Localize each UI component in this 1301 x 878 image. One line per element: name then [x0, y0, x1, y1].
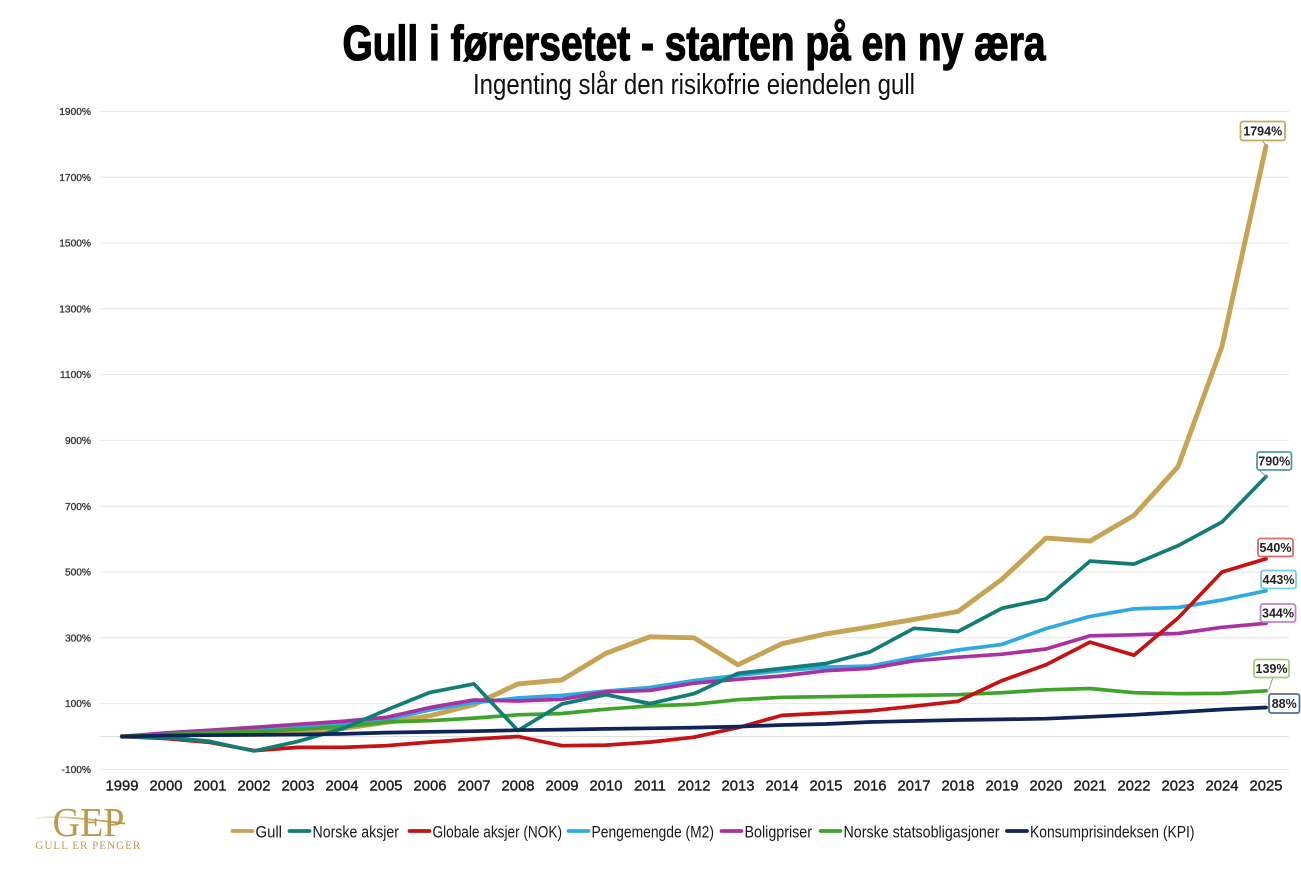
- svg-text:2010: 2010: [590, 779, 623, 795]
- svg-text:2017: 2017: [898, 779, 931, 795]
- svg-text:540%: 540%: [1260, 541, 1292, 555]
- svg-text:Gull i førersetet - starten på: Gull i førersetet - starten på en ny æra: [343, 17, 1047, 71]
- svg-text:88%: 88%: [1272, 697, 1297, 711]
- svg-text:2014: 2014: [766, 779, 799, 795]
- svg-text:2005: 2005: [370, 779, 403, 795]
- svg-text:500%: 500%: [65, 568, 91, 579]
- svg-text:Gull: Gull: [256, 823, 283, 842]
- svg-text:2008: 2008: [502, 779, 535, 795]
- svg-text:2022: 2022: [1118, 779, 1151, 795]
- svg-text:1300%: 1300%: [59, 304, 91, 315]
- svg-text:2023: 2023: [1162, 779, 1195, 795]
- svg-text:2025: 2025: [1250, 779, 1283, 795]
- svg-text:2011: 2011: [634, 779, 666, 795]
- svg-text:2012: 2012: [678, 779, 711, 795]
- svg-text:790%: 790%: [1258, 454, 1290, 468]
- svg-text:300%: 300%: [65, 633, 91, 644]
- svg-text:2015: 2015: [810, 779, 843, 795]
- svg-text:Norske aksjer: Norske aksjer: [313, 823, 400, 842]
- svg-text:2006: 2006: [414, 779, 447, 795]
- svg-text:-100%: -100%: [62, 765, 91, 776]
- svg-text:2024: 2024: [1206, 779, 1239, 795]
- svg-text:700%: 700%: [65, 502, 91, 513]
- svg-text:2020: 2020: [1030, 779, 1063, 795]
- svg-text:2016: 2016: [854, 779, 887, 795]
- svg-text:2009: 2009: [546, 779, 579, 795]
- svg-text:443%: 443%: [1263, 573, 1295, 587]
- svg-text:2003: 2003: [282, 779, 315, 795]
- svg-text:139%: 139%: [1256, 662, 1288, 676]
- svg-text:GULL ER PENGER: GULL ER PENGER: [35, 838, 141, 852]
- svg-text:1100%: 1100%: [60, 370, 91, 381]
- svg-text:Ingenting slår den risikofrie: Ingenting slår den risikofrie eiendelen …: [473, 69, 915, 101]
- svg-text:1700%: 1700%: [59, 173, 91, 184]
- svg-text:2007: 2007: [458, 779, 491, 795]
- svg-text:2018: 2018: [942, 779, 975, 795]
- svg-text:1999: 1999: [106, 779, 139, 795]
- svg-text:1900%: 1900%: [59, 107, 91, 118]
- svg-text:2004: 2004: [326, 779, 359, 795]
- svg-text:100%: 100%: [65, 699, 91, 710]
- svg-text:2021: 2021: [1074, 779, 1107, 795]
- svg-text:Pengemengde (M2): Pengemengde (M2): [592, 823, 715, 842]
- svg-text:Norske statsobligasjoner: Norske statsobligasjoner: [844, 823, 1000, 842]
- svg-text:Boligpriser: Boligpriser: [745, 823, 813, 842]
- svg-text:2000: 2000: [150, 779, 183, 795]
- svg-text:Globale aksjer (NOK): Globale aksjer (NOK): [433, 823, 563, 842]
- svg-text:1500%: 1500%: [59, 239, 91, 250]
- svg-text:2019: 2019: [986, 779, 1019, 795]
- svg-text:2001: 2001: [194, 779, 227, 795]
- svg-text:2002: 2002: [238, 779, 271, 795]
- svg-text:Konsumprisindeksen (KPI): Konsumprisindeksen (KPI): [1030, 823, 1195, 842]
- svg-text:2013: 2013: [722, 779, 755, 795]
- svg-text:1794%: 1794%: [1243, 124, 1282, 138]
- svg-text:344%: 344%: [1262, 606, 1294, 620]
- svg-text:900%: 900%: [65, 436, 91, 447]
